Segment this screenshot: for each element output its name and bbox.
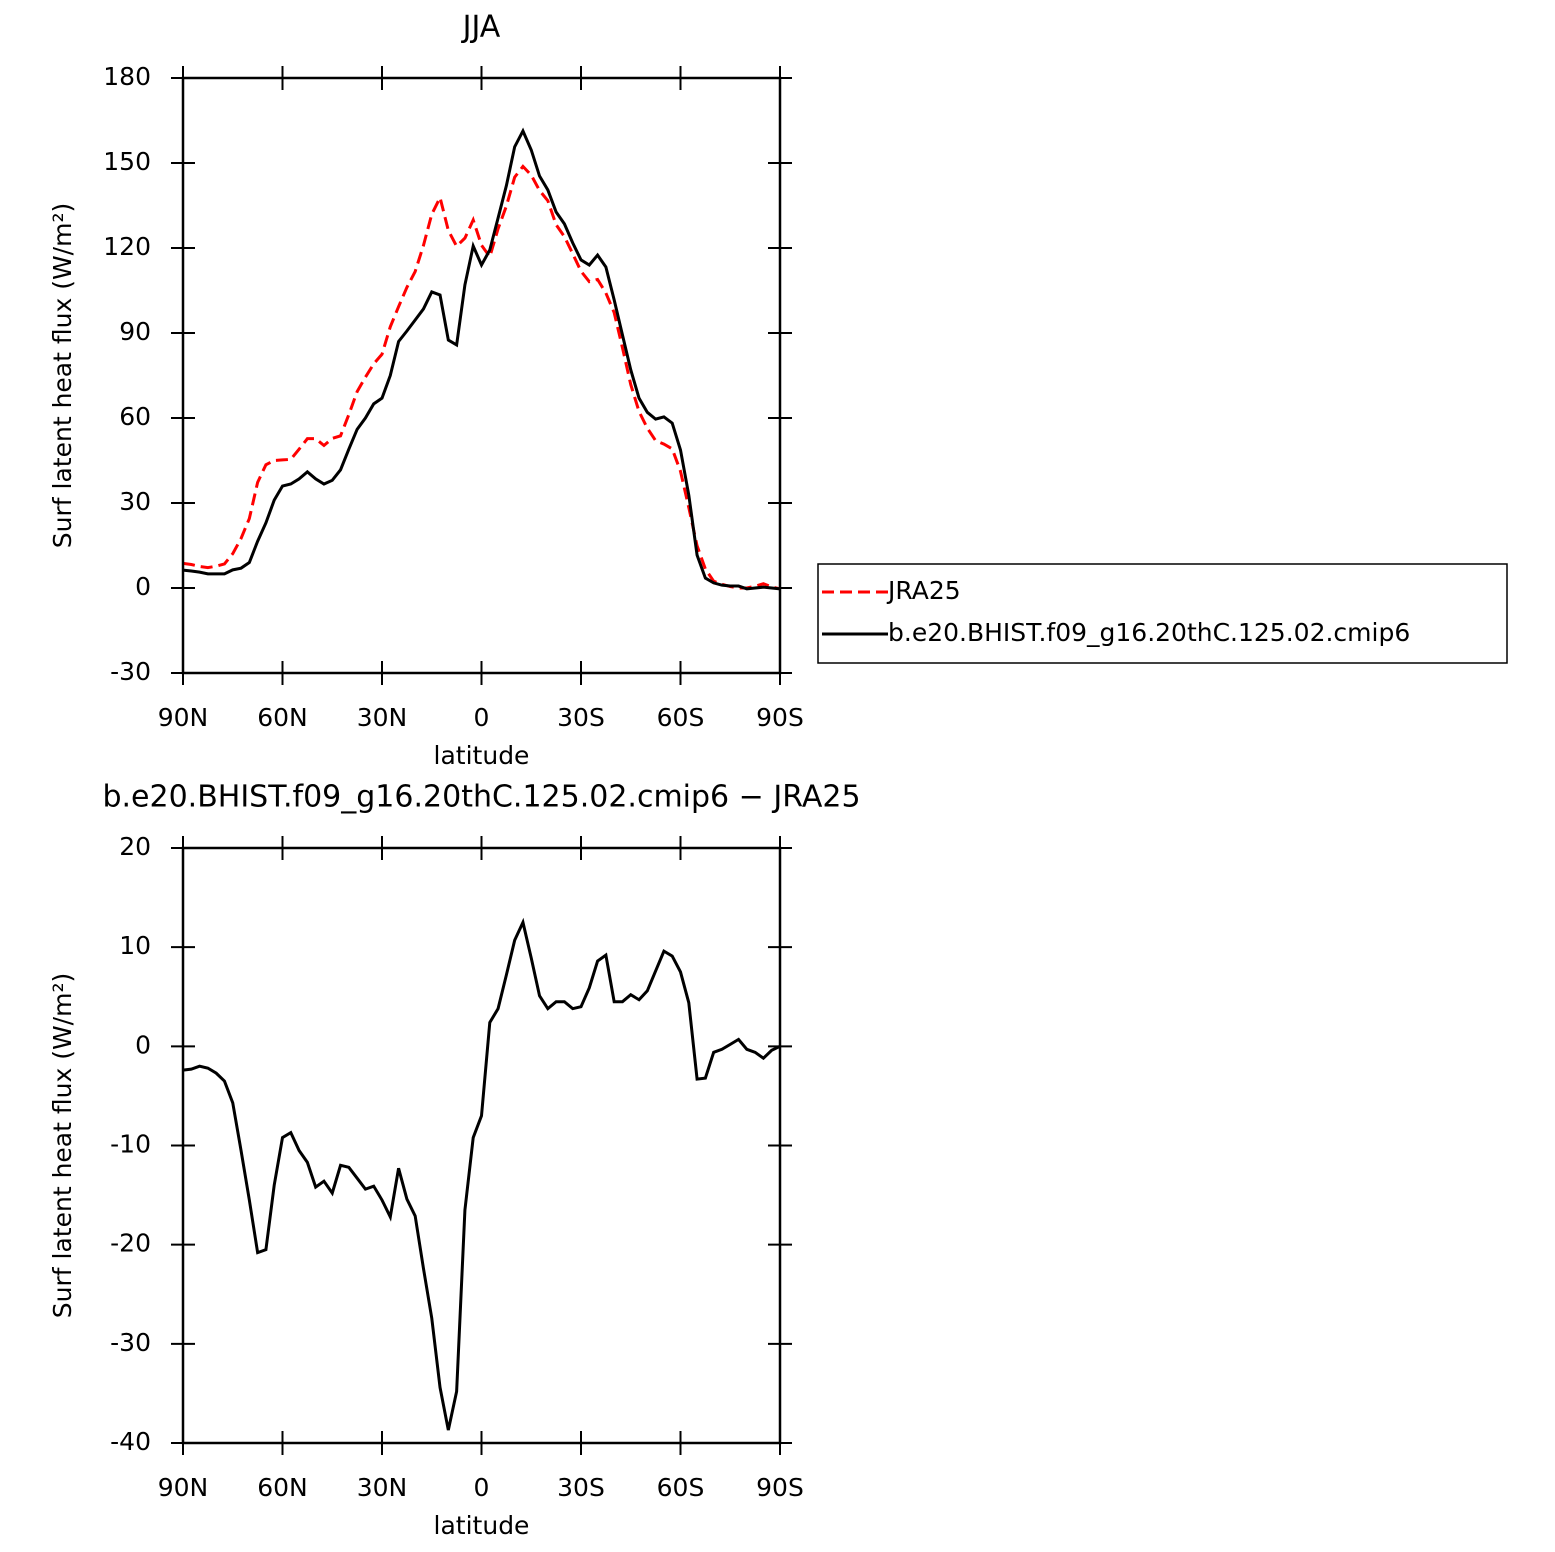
- y-tick-label: 0: [135, 1030, 151, 1059]
- y-tick-label: 180: [103, 62, 151, 91]
- x-tick-label: 30S: [557, 703, 605, 732]
- x-axis-label: latitude: [434, 1511, 530, 1540]
- plot-frame: [181, 76, 782, 675]
- y-tick-label: 120: [103, 232, 151, 261]
- x-tick-label: 90N: [158, 1473, 209, 1502]
- y-axis-label: Surf latent heat flux (W/m²): [48, 203, 77, 548]
- chart-title: JJA: [461, 10, 501, 45]
- y-tick-label: -30: [110, 1328, 151, 1357]
- y-tick-label: 90: [119, 317, 151, 346]
- x-tick-label: 90S: [756, 1473, 804, 1502]
- x-tick-label: 30N: [357, 703, 408, 732]
- legend-box: [817, 563, 1508, 664]
- x-axis-label: latitude: [434, 741, 530, 770]
- y-tick-label: 20: [119, 832, 151, 861]
- legend-label: JRA25: [886, 576, 961, 605]
- data-line: [182, 917, 781, 1431]
- x-tick-label: 60N: [257, 1473, 308, 1502]
- chart-title: b.e20.BHIST.f09_g16.20thC.125.02.cmip6 −…: [102, 780, 860, 815]
- x-tick-label: 60S: [657, 703, 705, 732]
- y-tick-label: 0: [135, 572, 151, 601]
- y-tick-label: 150: [103, 147, 151, 176]
- y-tick-label: -10: [110, 1130, 151, 1159]
- y-axis-label: Surf latent heat flux (W/m²): [48, 973, 77, 1318]
- x-tick-label: 90S: [756, 703, 804, 732]
- legend-label: b.e20.BHIST.f09_g16.20thC.125.02.cmip6: [888, 618, 1410, 647]
- x-tick-label: 30S: [557, 1473, 605, 1502]
- x-tick-label: 90N: [158, 703, 209, 732]
- data-line: [182, 127, 781, 591]
- x-tick-label: 30N: [357, 1473, 408, 1502]
- y-tick-label: -20: [110, 1229, 151, 1258]
- x-tick-label: 0: [474, 1473, 490, 1502]
- y-tick-label: -30: [110, 657, 151, 686]
- x-tick-label: 60S: [657, 1473, 705, 1502]
- plot-frame: [181, 846, 782, 1445]
- y-tick-label: 60: [119, 402, 151, 431]
- panel: JJA latitude Surf latent heat flux (W/m²) -…: [48, 10, 804, 771]
- panel: b.e20.BHIST.f09_g16.20thC.125.02.cmip6 −…: [48, 780, 861, 1541]
- y-tick-label: -40: [110, 1427, 151, 1456]
- y-tick-label: 30: [119, 487, 151, 516]
- legend: JRA25 b.e20.BHIST.f09_g16.20thC.125.02.cm…: [817, 563, 1508, 664]
- y-tick-label: 10: [119, 931, 151, 960]
- data-line: [182, 164, 781, 591]
- x-tick-label: 60N: [257, 703, 308, 732]
- x-tick-label: 0: [474, 703, 490, 732]
